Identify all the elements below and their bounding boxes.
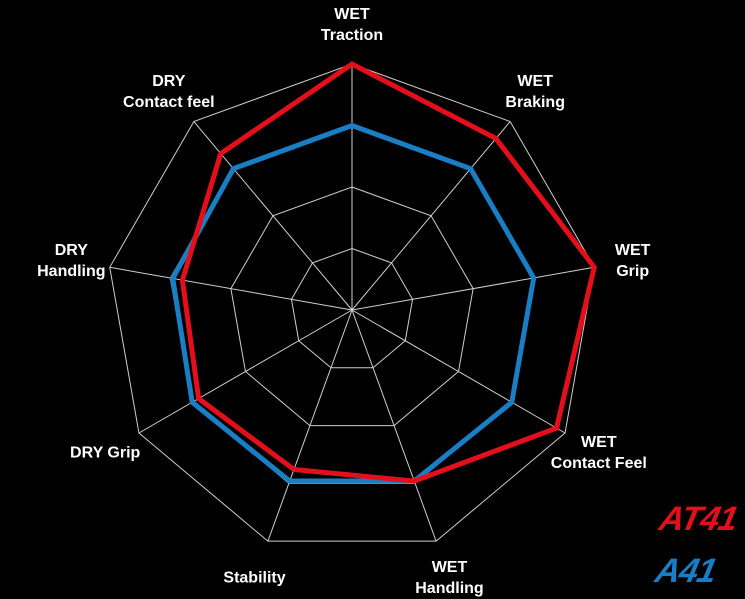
axis-spoke <box>109 266 353 311</box>
axis-spoke <box>267 309 353 542</box>
series-line <box>179 61 597 484</box>
series-line <box>170 122 537 484</box>
axis-label: DRY Contact feel <box>123 72 215 111</box>
grid-ring <box>109 63 595 542</box>
axis-label: WET Traction <box>320 6 384 44</box>
grid-ring <box>230 186 474 427</box>
legend-entry: AT41 <box>656 500 742 538</box>
axis-label: DRY Handling <box>37 241 106 280</box>
axis-spoke <box>193 121 353 311</box>
chart <box>109 61 597 542</box>
axis-spoke <box>351 309 437 542</box>
axis-label: WET Contact Feel <box>550 433 647 472</box>
axis-label: WET Braking <box>505 72 565 111</box>
axis-spoke <box>138 309 353 434</box>
axis-spoke <box>351 121 511 311</box>
axis-spoke <box>351 309 566 434</box>
axis-label: WET Handling <box>415 558 484 597</box>
axis-spoke <box>351 266 595 311</box>
axis-label: Stability <box>223 569 286 587</box>
axis-label: WET Grip <box>614 241 651 280</box>
legend-entry: A41 <box>651 552 720 590</box>
grid-ring <box>290 247 414 369</box>
page: {"chart_data": {"type": "radar", "catego… <box>37 6 742 597</box>
axis-label: DRY Grip <box>70 444 141 461</box>
